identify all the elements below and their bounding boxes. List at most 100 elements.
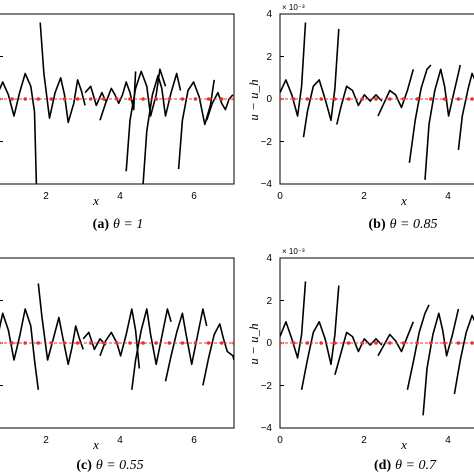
y-axis-label-d: u − u_h xyxy=(246,323,261,364)
x-axis-label-c: x xyxy=(92,437,99,452)
node-marker-b-0 xyxy=(280,97,282,101)
series-line-d-segment-1 xyxy=(300,285,340,390)
series-line-d-segment-3 xyxy=(377,321,415,357)
node-marker-a-8 xyxy=(102,97,106,101)
series-line-a-segment-0 xyxy=(0,72,38,184)
y-tick-label-d-2: 2 xyxy=(266,296,272,307)
series-line-b-segment-6 xyxy=(457,72,474,151)
y-tick-label-d-5: −4 xyxy=(261,423,273,434)
node-marker-a-16 xyxy=(206,97,211,101)
series-line-d-segment-6 xyxy=(453,314,474,395)
node-marker-d-1 xyxy=(291,341,296,345)
x-tick-label-a-1: 2 xyxy=(43,191,49,202)
node-marker-c-18 xyxy=(232,341,234,345)
node-marker-c-15 xyxy=(193,341,198,345)
node-marker-a-14 xyxy=(180,97,185,101)
node-marker-a-9 xyxy=(115,97,119,101)
y-tick-label-b-5: −4 xyxy=(261,179,273,190)
series-line-c-segment-4 xyxy=(131,308,172,390)
series-line-b-segment-5 xyxy=(424,64,462,180)
series-line-b-segment-1 xyxy=(302,28,340,138)
node-marker-d-12 xyxy=(442,341,447,345)
node-marker-d-13 xyxy=(456,341,461,345)
node-marker-c-9 xyxy=(115,341,119,345)
node-marker-a-4 xyxy=(49,97,54,101)
node-marker-a-5 xyxy=(62,97,67,101)
x-axis-label-b: x xyxy=(400,193,407,208)
x-tick-label-c-3: 6 xyxy=(191,435,197,446)
series-line-b-segment-2 xyxy=(336,85,383,125)
x-tick-label-a-3: 6 xyxy=(191,191,197,202)
node-marker-a-6 xyxy=(75,97,80,101)
node-marker-a-12 xyxy=(154,97,158,101)
y-tick-label-b-1: 4 xyxy=(266,9,272,20)
node-marker-d-9 xyxy=(401,341,406,345)
node-marker-d-10 xyxy=(415,341,420,345)
node-marker-d-5 xyxy=(346,341,351,345)
y-tick-label-d-1: 4 xyxy=(266,253,272,264)
node-marker-b-4 xyxy=(333,97,337,101)
node-marker-c-1 xyxy=(10,341,14,345)
node-marker-b-9 xyxy=(401,97,406,101)
node-marker-c-10 xyxy=(128,341,132,345)
y-tick-label-b-4: −2 xyxy=(261,137,273,148)
caption-a: (a) θ = 1 xyxy=(93,217,144,232)
node-marker-b-7 xyxy=(374,97,378,101)
series-line-a-segment-6 xyxy=(177,79,215,170)
y-tick-label-b-2: 2 xyxy=(266,52,272,63)
node-marker-b-1 xyxy=(291,97,296,101)
node-marker-a-1 xyxy=(10,97,14,101)
node-marker-b-6 xyxy=(360,97,365,101)
node-marker-a-17 xyxy=(219,97,224,101)
node-marker-c-3 xyxy=(36,341,41,345)
node-marker-b-2 xyxy=(305,97,310,101)
node-marker-b-14 xyxy=(470,97,474,101)
node-marker-c-8 xyxy=(102,341,106,345)
exponent-label-b: × 10⁻³ xyxy=(282,3,305,12)
series-line-b-segment-4 xyxy=(408,64,432,163)
node-marker-d-14 xyxy=(470,341,474,345)
node-marker-c-5 xyxy=(62,341,67,345)
series-line-d-segment-5 xyxy=(422,308,460,416)
x-axis-label-d: x xyxy=(400,437,407,452)
node-marker-c-14 xyxy=(180,341,185,345)
node-marker-c-12 xyxy=(154,341,158,345)
caption-d: (d) θ = 0.7 xyxy=(374,458,437,473)
series-line-a-segment-3 xyxy=(99,71,137,121)
node-marker-a-18 xyxy=(232,97,234,101)
node-marker-d-7 xyxy=(374,341,378,345)
node-marker-d-6 xyxy=(360,341,365,345)
panel-b: × 10⁻³ 4 2 0 −2 −4 u − u_h 0 2 4 x (b) θ … xyxy=(246,3,474,232)
node-marker-c-6 xyxy=(75,341,80,345)
node-marker-b-5 xyxy=(346,97,351,101)
y-tick-label-b-3: 0 xyxy=(266,94,272,105)
series-line-a-segment-5 xyxy=(142,72,182,184)
node-marker-b-3 xyxy=(319,97,324,101)
x-tick-label-d-3: 4 xyxy=(445,435,451,446)
panel-a: 2 4 6 x (a) θ = 1 xyxy=(0,13,235,232)
caption-c: (c) θ = 0.55 xyxy=(76,458,143,473)
series-line-d-segment-4 xyxy=(406,304,430,390)
node-marker-a-10 xyxy=(128,97,132,101)
node-marker-b-13 xyxy=(456,97,461,101)
y-tick-label-d-3: 0 xyxy=(266,338,272,349)
node-marker-d-11 xyxy=(429,341,433,345)
node-marker-b-11 xyxy=(429,97,433,101)
x-tick-label-c-2: 4 xyxy=(117,435,123,446)
node-marker-a-13 xyxy=(167,97,172,101)
series-line-a-segment-1 xyxy=(39,22,86,124)
plot-area-b xyxy=(280,14,474,184)
panel-d: × 10⁻³ 4 2 0 −2 −4 u − u_h 0 2 4 x (d) θ … xyxy=(246,247,474,473)
node-marker-d-4 xyxy=(333,341,337,345)
node-marker-d-8 xyxy=(388,341,392,345)
x-tick-label-d-1: 0 xyxy=(277,435,283,446)
x-axis-label-a: x xyxy=(92,193,99,208)
node-marker-b-8 xyxy=(388,97,392,101)
exponent-label-d: × 10⁻³ xyxy=(282,247,305,256)
node-marker-d-2 xyxy=(305,341,310,345)
x-tick-label-b-1: 0 xyxy=(277,191,283,202)
panel-c: 2 4 6 x (c) θ = 0.55 xyxy=(0,257,235,473)
node-marker-c-4 xyxy=(49,341,54,345)
series-line-d-segment-0 xyxy=(280,281,307,359)
